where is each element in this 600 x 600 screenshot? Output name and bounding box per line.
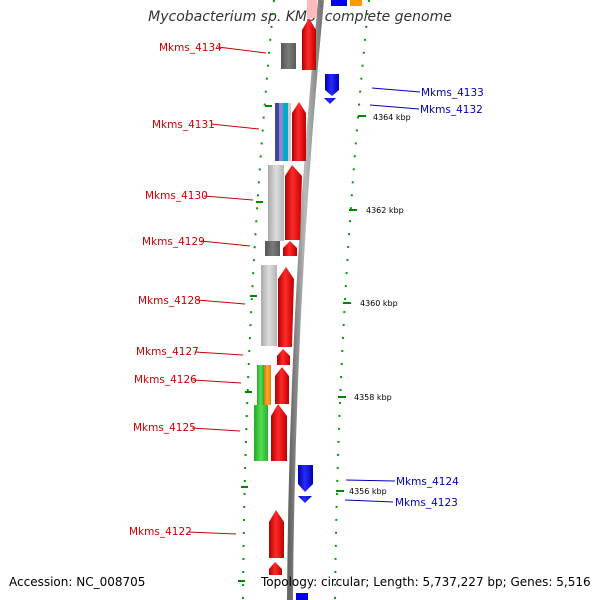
- gene-mkms-4131-feature-a: [275, 103, 279, 161]
- gene-mkms-4126-feature-green: [257, 365, 264, 405]
- gene-mkms-4126-arrow: [275, 367, 289, 404]
- gene-mkms-4130-arrow: [285, 165, 302, 240]
- accession-text: Accession: NC_008705: [9, 575, 146, 589]
- gene-mkms-4131-feature-c: [283, 103, 288, 161]
- leader-line: [200, 240, 251, 247]
- gene-label-mkms-4128[interactable]: Mkms_4128: [138, 295, 201, 307]
- gene-label-mkms-4134[interactable]: Mkms_4134: [159, 42, 222, 54]
- leader-line: [369, 104, 420, 110]
- leader-line: [345, 479, 396, 482]
- gene-label-mkms-4127[interactable]: Mkms_4127: [136, 346, 199, 358]
- gene-label-mkms-4130[interactable]: Mkms_4130: [145, 190, 208, 202]
- gene-label-mkms-4125[interactable]: Mkms_4125: [133, 422, 196, 434]
- leader-line: [191, 427, 241, 432]
- gene-mkms-4134-arrow: [302, 18, 316, 70]
- tick-label-4356: 4356 kbp: [349, 487, 387, 496]
- leader-line: [210, 123, 260, 130]
- gene-mkms-4123-arrow: [298, 496, 312, 503]
- inner-guide-curve: [242, 0, 275, 600]
- gene-mkms-4125-feature-green: [254, 405, 268, 461]
- leader-line: [187, 531, 237, 535]
- gene-top-orange-partial: [350, 0, 362, 6]
- map-title: Mycobacterium sp. KMS, complete genome: [148, 9, 452, 25]
- gene-mkms-4122-arrow: [269, 510, 284, 558]
- gene-mkms-4131-feature-b: [279, 103, 283, 161]
- outer-guide-curve: [334, 0, 370, 600]
- gene-mkms-4131-feature-d: [288, 103, 291, 161]
- leader-line: [203, 195, 254, 201]
- leader-line: [192, 379, 242, 384]
- gene-label-mkms-4129[interactable]: Mkms_4129: [142, 236, 205, 248]
- tick-label-4358: 4358 kbp: [354, 393, 392, 402]
- gene-top-blue-partial: [331, 0, 347, 6]
- gene-mkms-4128-arrow: [278, 267, 294, 347]
- gene-label-mkms-4122[interactable]: Mkms_4122: [129, 526, 192, 538]
- gene-mkms-4129-feature: [265, 241, 280, 256]
- gene-mkms-4125-arrow: [271, 404, 287, 461]
- gene-bottom-blue-partial: [296, 593, 308, 600]
- leader-line: [217, 46, 267, 54]
- gene-label-mkms-4126[interactable]: Mkms_4126: [134, 374, 197, 386]
- tick-label-4362: 4362 kbp: [366, 206, 404, 215]
- gene-mkms-4127-arrow: [277, 349, 290, 365]
- gene-mkms-4134-feature: [281, 43, 296, 69]
- gene-top-pink-partial: [307, 0, 317, 18]
- leader-line: [194, 351, 244, 356]
- leader-line: [344, 499, 394, 503]
- gene-label-mkms-4132[interactable]: Mkms_4132: [420, 104, 483, 116]
- gene-mkms-4124-arrow: [298, 465, 313, 492]
- tick-label-4360: 4360 kbp: [360, 299, 398, 308]
- gene-mkms-4126-feature-orange: [264, 365, 271, 405]
- leader-line: [196, 299, 246, 305]
- topology-text: Topology: circular; Length: 5,737,227 bp…: [261, 575, 591, 589]
- gene-mkms-4129-arrow: [283, 241, 297, 256]
- gene-label-mkms-4124[interactable]: Mkms_4124: [396, 476, 459, 488]
- gene-mkms-4131-arrow: [292, 102, 306, 161]
- gene-label-mkms-4133[interactable]: Mkms_4133: [421, 87, 484, 99]
- leader-line: [371, 87, 421, 93]
- gene-mkms-4132-arrow: [324, 98, 336, 104]
- genome-backbone: [287, 0, 324, 600]
- gene-mkms-4130-feature: [268, 165, 284, 241]
- gene-mkms-4128-feature: [261, 265, 277, 346]
- gene-mkms-4133-arrow: [325, 74, 339, 96]
- gene-label-mkms-4123[interactable]: Mkms_4123: [395, 497, 458, 509]
- gene-lower-arrow: [269, 562, 282, 575]
- tick-label-4364: 4364 kbp: [373, 113, 411, 122]
- gene-label-mkms-4131[interactable]: Mkms_4131: [152, 119, 215, 131]
